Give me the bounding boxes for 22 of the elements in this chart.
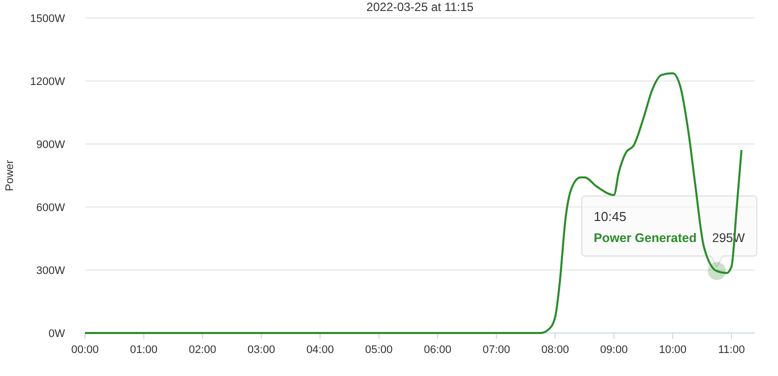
x-tick-label: 01:00 bbox=[130, 344, 158, 356]
chart-title: 2022-03-25 at 11:15 bbox=[366, 0, 474, 14]
series-label: Power Generated bbox=[594, 231, 697, 246]
x-tick-label: 04:00 bbox=[306, 344, 334, 356]
y-tick-label: 1500W bbox=[30, 13, 66, 25]
y-tick-label: 1200W bbox=[30, 76, 66, 88]
x-tick-label: 06:00 bbox=[424, 344, 452, 356]
annotation: 10:45 bbox=[594, 209, 626, 224]
x-tick-label: 08:00 bbox=[541, 344, 569, 356]
x-tick-label: 02:00 bbox=[188, 344, 216, 356]
x-tick-label: 11:00 bbox=[718, 344, 745, 356]
x-tick-label: 03:00 bbox=[248, 344, 276, 356]
x-tick-label: 09:00 bbox=[600, 344, 628, 356]
y-tick-label: 900W bbox=[36, 139, 66, 151]
x-tick-label: 07:00 bbox=[482, 344, 510, 356]
x-tick-label: 10:00 bbox=[658, 344, 686, 356]
x-tick-label: 00:00 bbox=[71, 344, 99, 356]
y-tick-label: 300W bbox=[36, 265, 66, 277]
x-tick-label: 05:00 bbox=[365, 344, 393, 356]
y-tick-label: 600W bbox=[36, 202, 66, 214]
y-axis-title: Power bbox=[4, 160, 16, 192]
y-tick-label: 0W bbox=[48, 328, 66, 340]
